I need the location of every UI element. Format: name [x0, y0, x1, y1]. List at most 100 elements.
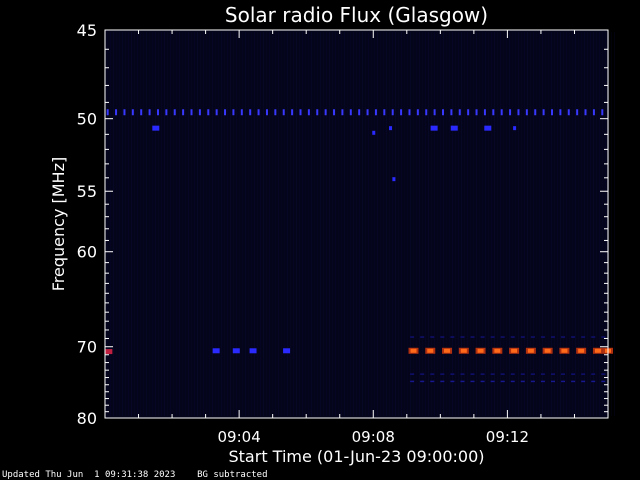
streak	[167, 32, 168, 416]
streak	[299, 32, 300, 416]
emission-blob	[450, 125, 458, 131]
streak	[128, 32, 129, 416]
streak	[290, 32, 291, 416]
band-dash	[530, 380, 535, 383]
band-dash	[591, 336, 596, 338]
streak	[464, 32, 465, 416]
line-dot	[190, 109, 193, 116]
emission-blob	[105, 349, 113, 355]
streak	[599, 32, 600, 416]
y-axis: 45 50 55 60 70 80	[77, 21, 608, 428]
band-dash	[470, 373, 475, 375]
line-dot	[358, 109, 361, 116]
band-dash	[500, 373, 505, 375]
streak	[461, 32, 462, 416]
streak	[113, 32, 114, 416]
line-dot	[391, 109, 394, 116]
streak	[254, 32, 255, 416]
band-dash	[500, 380, 505, 383]
streak	[278, 32, 279, 416]
background-streaks	[107, 32, 615, 416]
streak	[149, 32, 150, 416]
streak	[491, 32, 492, 416]
streak	[269, 32, 270, 416]
streak	[260, 32, 261, 416]
updated-text: Updated Thu Jun 1 09:31:38 2023	[2, 470, 176, 480]
streak	[308, 32, 309, 416]
x-axis: 09:04 09:08 09:12	[138, 30, 575, 446]
burst-core	[594, 348, 601, 353]
band-dash	[601, 380, 606, 383]
streak	[140, 32, 141, 416]
y-tick-label: 50	[77, 110, 97, 129]
band-dash	[440, 373, 445, 375]
emission-blob	[484, 125, 492, 131]
emission-dot	[513, 126, 517, 131]
streak	[437, 32, 438, 416]
line-dot	[592, 109, 595, 116]
streak	[539, 32, 540, 416]
streak	[392, 32, 393, 416]
band-dash	[480, 373, 485, 375]
streak	[335, 32, 336, 416]
band-dash	[450, 336, 455, 338]
line-dot	[584, 109, 587, 116]
line-dot	[249, 109, 252, 116]
band-dash	[490, 380, 495, 383]
band-dash	[420, 373, 425, 375]
line-dot	[408, 109, 411, 116]
burst-core	[511, 348, 518, 353]
streak	[518, 32, 519, 416]
streak	[470, 32, 471, 416]
streak	[362, 32, 363, 416]
band-dash	[470, 380, 475, 383]
streak	[152, 32, 153, 416]
burst-core	[578, 348, 585, 353]
streak	[488, 32, 489, 416]
streak	[266, 32, 267, 416]
streak	[200, 32, 201, 416]
band-dash	[450, 373, 455, 375]
line-dot	[366, 109, 369, 116]
line-dot	[341, 109, 344, 116]
streak	[215, 32, 216, 416]
streak	[401, 32, 402, 416]
plot-area	[105, 30, 608, 418]
emission-dot	[372, 130, 376, 135]
streak	[374, 32, 375, 416]
line-dot	[425, 109, 428, 116]
band-dash	[480, 336, 485, 338]
streak	[206, 32, 207, 416]
band-dash	[490, 373, 495, 375]
streak	[521, 32, 522, 416]
line-dot	[433, 109, 436, 116]
band-dash	[430, 373, 435, 375]
streak	[251, 32, 252, 416]
line-dot	[509, 109, 512, 116]
streak	[545, 32, 546, 416]
line-dot	[601, 109, 604, 116]
streak	[221, 32, 222, 416]
streak	[347, 32, 348, 416]
y-tick-label: 60	[77, 243, 97, 262]
streak	[419, 32, 420, 416]
line-dot	[265, 109, 268, 116]
band-dash	[420, 336, 425, 338]
streak	[236, 32, 237, 416]
band-dash	[520, 380, 525, 383]
band-dash	[410, 373, 415, 375]
streak	[455, 32, 456, 416]
streak	[548, 32, 549, 416]
streak	[485, 32, 486, 416]
streak	[305, 32, 306, 416]
streak	[134, 32, 135, 416]
line-dot	[232, 109, 235, 116]
band-dash	[561, 336, 566, 338]
streak	[353, 32, 354, 416]
streak	[584, 32, 585, 416]
streak	[143, 32, 144, 416]
streak	[212, 32, 213, 416]
line-dot	[257, 109, 260, 116]
x-tick-label: 09:04	[218, 428, 261, 446]
